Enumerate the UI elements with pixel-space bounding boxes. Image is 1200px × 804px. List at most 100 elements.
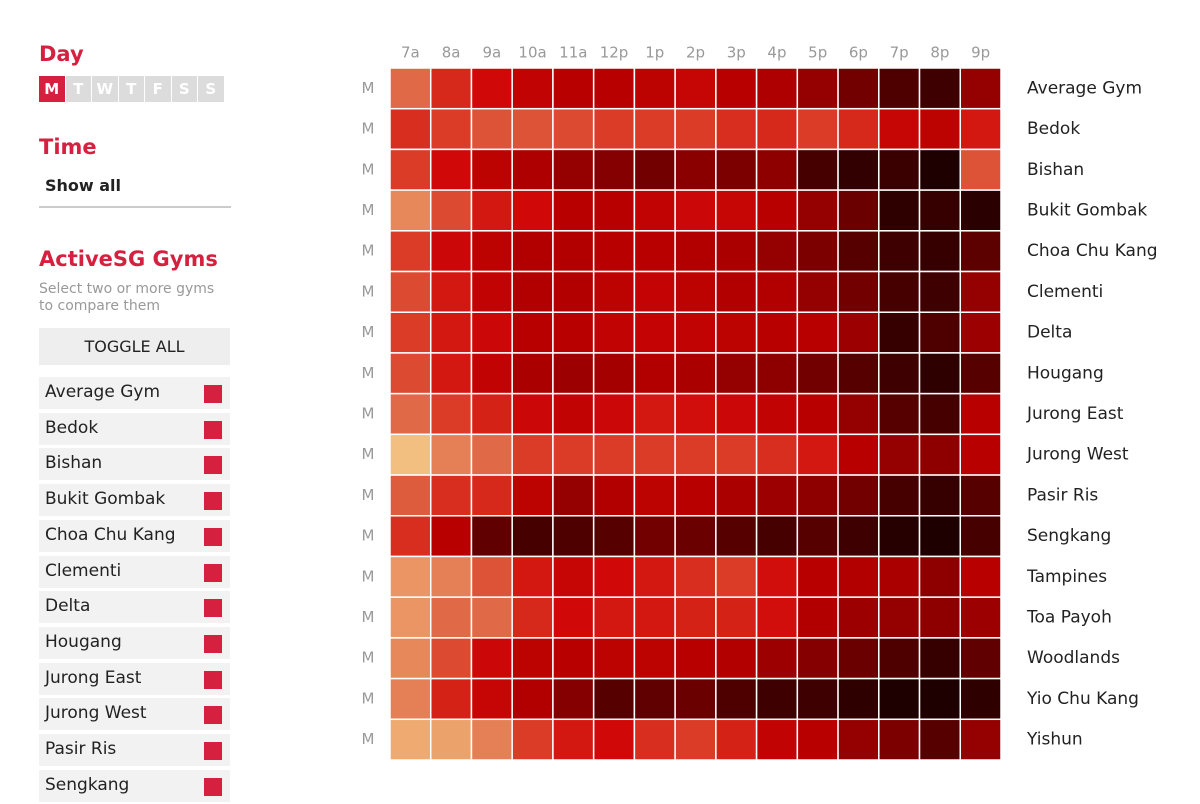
heat-cell (878, 433, 921, 476)
gym-item[interactable]: Pasir Ris (39, 734, 230, 766)
heat-cell (755, 555, 799, 598)
heat-cell (592, 433, 636, 476)
heat-cell (918, 67, 962, 110)
gym-item[interactable]: Bukit Gombak (39, 484, 230, 517)
heat-cell (470, 515, 513, 558)
gym-name: Average Gym (45, 382, 161, 402)
gym-item[interactable]: Sengkang (39, 769, 230, 802)
heat-cell (429, 189, 473, 232)
row-label: Average Gym (1027, 78, 1142, 98)
day-button[interactable]: F (145, 76, 171, 102)
heat-cell (552, 637, 595, 680)
gym-checkbox[interactable] (204, 742, 222, 760)
heat-cell (878, 230, 921, 273)
heat-cell (918, 107, 962, 151)
heat-cell (389, 433, 432, 476)
gym-item[interactable]: Clementi (39, 555, 230, 588)
gym-checkbox[interactable] (204, 706, 222, 725)
x-tick-label: 8p (930, 44, 949, 62)
gym-item[interactable]: Jurong West (39, 698, 230, 731)
x-tick-label: 8a (442, 44, 461, 62)
heat-cell (389, 474, 432, 517)
heat-cell (633, 637, 676, 680)
heat-cell (470, 555, 513, 598)
day-label: M (362, 364, 375, 382)
heat-cell (918, 433, 962, 476)
gym-checkbox[interactable] (204, 634, 222, 653)
heat-cell (389, 555, 432, 598)
gym-item[interactable]: Average Gym (39, 377, 230, 409)
gym-checkbox[interactable] (204, 456, 222, 475)
gym-item[interactable]: Hougang (39, 626, 230, 659)
x-tick-label: 7p (890, 44, 909, 62)
time-option[interactable]: Show all (45, 176, 122, 195)
heat-cell (959, 148, 1002, 191)
heat-cell (837, 555, 880, 598)
heat-cell (837, 352, 880, 395)
heat-cell (715, 148, 758, 191)
heat-cell (429, 433, 473, 476)
heat-cell (918, 189, 962, 232)
x-tick-label: 7a (401, 44, 420, 62)
gym-checkbox[interactable] (204, 563, 222, 582)
heat-cell (715, 311, 758, 354)
row-label: Jurong East (1026, 404, 1124, 424)
heat-cell (633, 67, 676, 110)
gym-item[interactable]: Bedok (39, 412, 230, 445)
heat-cell (755, 148, 799, 191)
heat-cell (633, 677, 676, 721)
heat-cell (633, 596, 676, 639)
heat-cell (511, 515, 554, 558)
toggle-all-button[interactable]: TOGGLE ALL (39, 328, 230, 365)
gym-checkbox[interactable] (204, 777, 222, 796)
gym-item[interactable]: Delta (39, 591, 230, 624)
day-button[interactable]: W (92, 76, 118, 102)
gym-item[interactable]: Bishan (39, 448, 230, 481)
heat-cell (389, 677, 432, 721)
day-button[interactable]: M (39, 76, 65, 102)
gym-name: Jurong East (45, 667, 142, 688)
heat-cell (837, 270, 880, 313)
gym-checkbox[interactable] (204, 599, 222, 618)
heat-cell (511, 677, 554, 721)
gym-checkbox[interactable] (204, 670, 222, 689)
day-button[interactable]: T (65, 76, 91, 102)
gym-checkbox[interactable] (204, 420, 222, 439)
day-label: M (362, 282, 375, 300)
heat-cell (674, 189, 717, 232)
heat-cell (592, 311, 636, 354)
heat-cell (674, 474, 717, 517)
gym-checkbox[interactable] (204, 492, 222, 511)
heat-cell (633, 148, 676, 191)
heat-cell (796, 67, 839, 110)
gym-name: Bedok (45, 417, 99, 438)
gym-checkbox[interactable] (204, 527, 222, 546)
heat-cell (837, 107, 880, 151)
heat-cell (878, 515, 921, 558)
heat-cell (715, 230, 758, 273)
day-button[interactable]: S (198, 76, 224, 102)
heat-cell (511, 311, 554, 354)
heat-cell (389, 270, 432, 313)
heat-cell (429, 230, 473, 273)
gym-item[interactable]: Choa Chu Kang (39, 519, 230, 552)
heat-cell (389, 189, 432, 232)
gym-checkbox[interactable] (204, 385, 222, 403)
heat-cell (959, 596, 1002, 639)
heat-cell (633, 433, 676, 476)
heat-cell (755, 311, 799, 354)
heat-cell (715, 474, 758, 517)
gym-item[interactable]: Jurong East (39, 662, 230, 695)
gym-name: Bishan (45, 453, 103, 474)
heat-cell (429, 392, 473, 436)
heat-cell (796, 637, 839, 680)
gym-name: Hougang (45, 631, 122, 652)
x-tick-label: 2p (686, 44, 705, 62)
heat-cell (511, 148, 554, 191)
day-button[interactable]: S (171, 76, 197, 102)
heat-cell (878, 67, 921, 110)
heat-cell (837, 67, 880, 110)
day-button[interactable]: T (118, 76, 144, 102)
heat-cell (389, 596, 432, 639)
gym-name: Bukit Gombak (45, 489, 166, 510)
